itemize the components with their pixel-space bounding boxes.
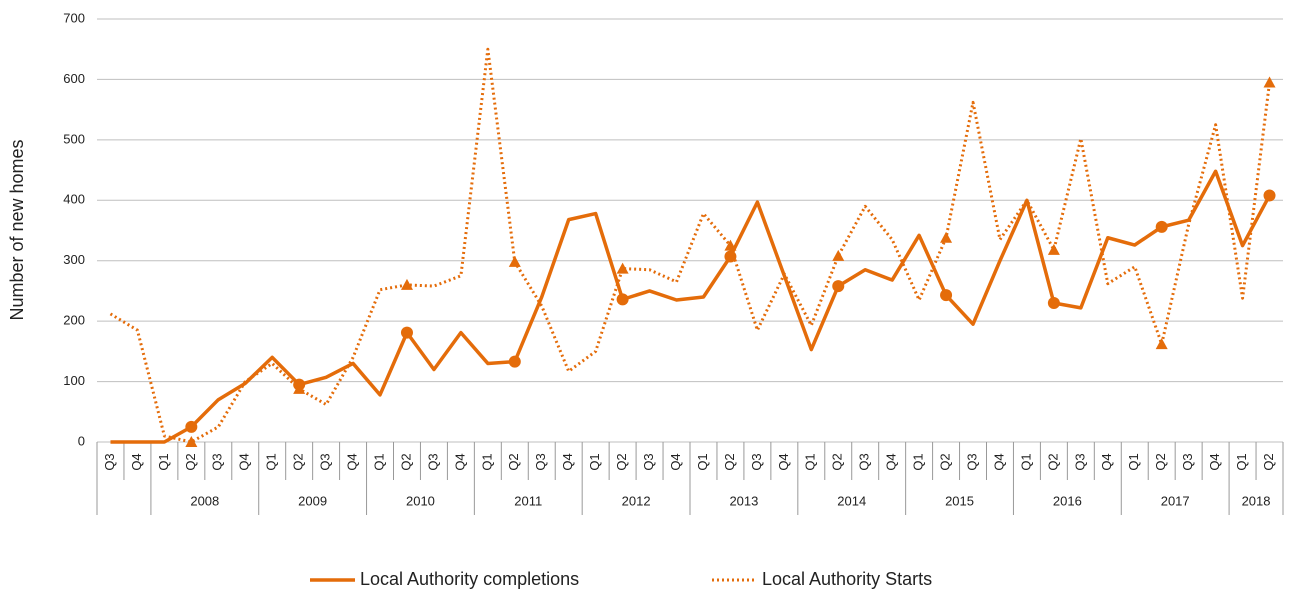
point-marker (508, 255, 521, 267)
x-tick-label: Q1 (1126, 453, 1141, 470)
x-tick-label: Q2 (506, 453, 521, 470)
point-marker (724, 250, 737, 263)
point-marker (400, 278, 413, 290)
point-marker (1263, 189, 1276, 202)
x-tick-label: Q4 (1207, 453, 1222, 470)
point-marker (616, 293, 629, 306)
point-marker (1047, 297, 1060, 310)
point-marker (832, 280, 845, 293)
y-tick-label: 500 (63, 131, 85, 146)
point-marker (832, 249, 845, 261)
x-tick-label: Q1 (1234, 453, 1249, 470)
y-tick-label: 0 (78, 433, 85, 448)
point-marker (1155, 338, 1168, 350)
x-tick-label: Q1 (803, 453, 818, 470)
point-marker (1047, 243, 1060, 255)
x-tick-label: Q2 (183, 453, 198, 470)
y-axis-label: Number of new homes (7, 139, 27, 320)
x-tick-label: Q2 (614, 453, 629, 470)
year-label: 2013 (729, 493, 758, 508)
x-tick-label: Q4 (452, 453, 467, 470)
y-tick-label: 400 (63, 192, 85, 207)
x-tick-label: Q4 (776, 453, 791, 470)
x-tick-label: Q3 (1072, 453, 1087, 470)
legend-label: Local Authority completions (360, 569, 579, 589)
point-marker (940, 231, 953, 243)
year-label: 2008 (190, 493, 219, 508)
x-tick-label: Q1 (264, 453, 279, 470)
year-label: 2010 (406, 493, 435, 508)
x-tick-label: Q2 (722, 453, 737, 470)
point-marker (185, 436, 198, 447)
x-tick-label: Q4 (1099, 453, 1114, 470)
x-tick-label: Q2 (1153, 453, 1168, 470)
y-tick-label: 700 (63, 10, 85, 25)
x-tick-label: Q4 (884, 453, 899, 470)
point-marker (293, 382, 306, 394)
x-tick-label: Q4 (129, 453, 144, 470)
year-label: 2014 (837, 493, 866, 508)
x-tick-label: Q3 (1180, 453, 1195, 470)
x-tick-label: Q3 (964, 453, 979, 470)
x-tick-label: Q1 (156, 453, 171, 470)
point-marker (508, 355, 521, 368)
x-tick-label: Q3 (641, 453, 656, 470)
x-tick-label: Q2 (1261, 453, 1276, 470)
x-tick-label: Q1 (479, 453, 494, 470)
series-line (109, 47, 1272, 444)
point-marker (724, 239, 737, 251)
point-marker (400, 326, 413, 339)
y-tick-label: 300 (63, 252, 85, 267)
x-tick-label: Q1 (587, 453, 602, 470)
y-tick-label: 600 (63, 71, 85, 86)
x-tick-label: Q4 (237, 453, 252, 470)
point-marker (1155, 220, 1168, 233)
point-marker (616, 262, 629, 274)
x-tick-label: Q3 (425, 453, 440, 470)
y-tick-label: 100 (63, 373, 85, 388)
y-tick-label: 200 (63, 313, 85, 328)
year-label: 2018 (1242, 493, 1271, 508)
x-tick-label: Q1 (371, 453, 386, 470)
x-tick-label: Q3 (857, 453, 872, 470)
x-tick-label: Q3 (318, 453, 333, 470)
x-tick-label: Q3 (749, 453, 764, 470)
x-tick-label: Q4 (991, 453, 1006, 470)
x-tick-label: Q1 (1018, 453, 1033, 470)
legend-label: Local Authority Starts (762, 569, 932, 589)
x-tick-label: Q4 (560, 453, 575, 470)
year-label: 2009 (298, 493, 327, 508)
x-tick-label: Q2 (938, 453, 953, 470)
year-label: 2016 (1053, 493, 1082, 508)
x-tick-label: Q2 (830, 453, 845, 470)
x-tick-label: Q1 (911, 453, 926, 470)
year-label: 2015 (945, 493, 974, 508)
year-label: 2011 (514, 493, 542, 508)
x-tick-label: Q1 (695, 453, 710, 470)
x-tick-label: Q3 (533, 453, 548, 470)
x-tick-label: Q3 (210, 453, 225, 470)
year-label: 2012 (622, 493, 651, 508)
series-line (110, 169, 1272, 444)
point-marker (185, 420, 198, 433)
x-tick-label: Q4 (345, 453, 360, 470)
x-tick-label: Q2 (398, 453, 413, 470)
point-marker (1263, 76, 1276, 88)
x-tick-label: Q2 (291, 453, 306, 470)
x-tick-label: Q3 (102, 453, 117, 470)
x-tick-label: Q2 (1045, 453, 1060, 470)
point-marker (940, 289, 953, 302)
x-tick-label: Q4 (668, 453, 683, 470)
year-label: 2017 (1161, 493, 1190, 508)
